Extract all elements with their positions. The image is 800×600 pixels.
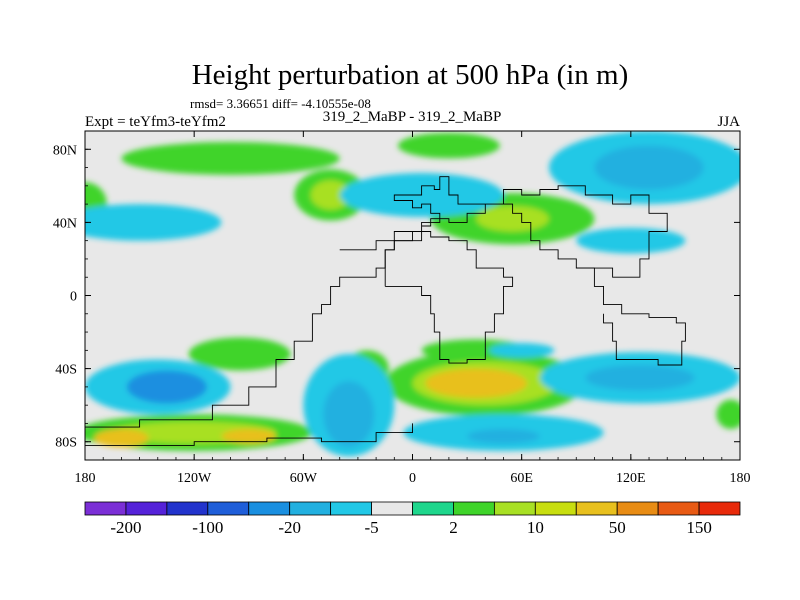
colorbar-swatch [125,501,168,516]
stats-line: rmsd= 3.36651 diff= -4.10555e-08 [190,96,371,111]
field-shading [85,131,740,457]
colorbar-label: -5 [364,518,378,537]
season-label: JJA [717,114,740,130]
x-tick-label: 60W [290,471,318,486]
positive-anomaly-region [121,141,340,175]
x-tick-label: 60E [510,471,533,486]
colorbar-label: -200 [110,518,141,537]
positive-anomaly-region [397,132,500,159]
chart-subtitle: 319_2_MaBP - 319_2_MaBP [323,109,502,125]
perturbation-field [85,131,740,457]
y-tick-label: 80N [53,143,77,158]
colorbar-swatch [289,501,332,516]
colorbar-swatch [698,501,741,516]
negative-anomaly-region [85,204,222,241]
x-tick-label: 120W [177,471,212,486]
positive-anomaly-region [716,399,740,429]
negative-anomaly-region [467,428,540,444]
x-axis: 180 120W 60W 0 60E 120E 180 [75,131,751,486]
y-tick-label: 40N [53,216,77,231]
colorbar-swatch [575,501,618,516]
coastlines [85,176,686,446]
coastline [85,176,668,433]
negative-anomaly-region [126,370,207,404]
y-tick-label: 80S [55,436,77,451]
colorbar-label: -100 [192,518,223,537]
colorbar: -200 -100 -20 -5 2 10 50 150 [84,501,741,537]
colorbar-swatch [616,501,659,516]
colorbar-swatch [371,501,413,516]
coastline [576,267,686,366]
coastline [384,231,514,364]
colorbar-label: 2 [449,518,458,537]
positive-anomaly-region [425,368,528,398]
negative-anomaly-region [585,364,695,391]
x-tick-label: 0 [409,471,416,486]
negative-anomaly-region [323,381,375,448]
colorbar-label: -20 [278,518,301,537]
negative-anomaly-region [488,343,555,358]
negative-anomaly-region [576,227,686,254]
colorbar-swatch [330,501,372,516]
x-tick-label: 180 [75,471,96,486]
positive-anomaly-region [94,428,149,448]
colorbar-swatch [534,501,577,516]
colorbar-label: 50 [609,518,626,537]
y-axis: 80N 40N 0 40S 80S [53,130,740,461]
colorbar-label: 10 [527,518,544,537]
experiment-label: Expt = teYfm3-teYfm2 [85,114,226,130]
colorbar-swatch [84,501,127,516]
colorbar-label: 150 [686,518,712,537]
colorbar-swatch [657,501,700,516]
x-tick-label: 180 [730,471,751,486]
chart-title: Height perturbation at 500 hPa (in m) [192,59,629,91]
positive-anomaly-region [310,180,351,210]
colorbar-swatch [166,501,209,516]
positive-anomaly-region [221,428,277,444]
colorbar-swatch [248,501,291,516]
negative-anomaly-region [594,145,704,190]
coastline [85,423,413,446]
x-tick-label: 120E [616,471,646,486]
colorbar-swatch [453,501,495,516]
positive-anomaly-region [188,337,291,371]
y-tick-label: 40S [55,363,77,378]
colorbar-swatch [207,501,250,516]
colorbar-swatch [493,501,536,516]
y-tick-label: 0 [70,290,77,305]
map-plot-area [84,130,741,461]
colorbar-swatch [412,501,454,516]
